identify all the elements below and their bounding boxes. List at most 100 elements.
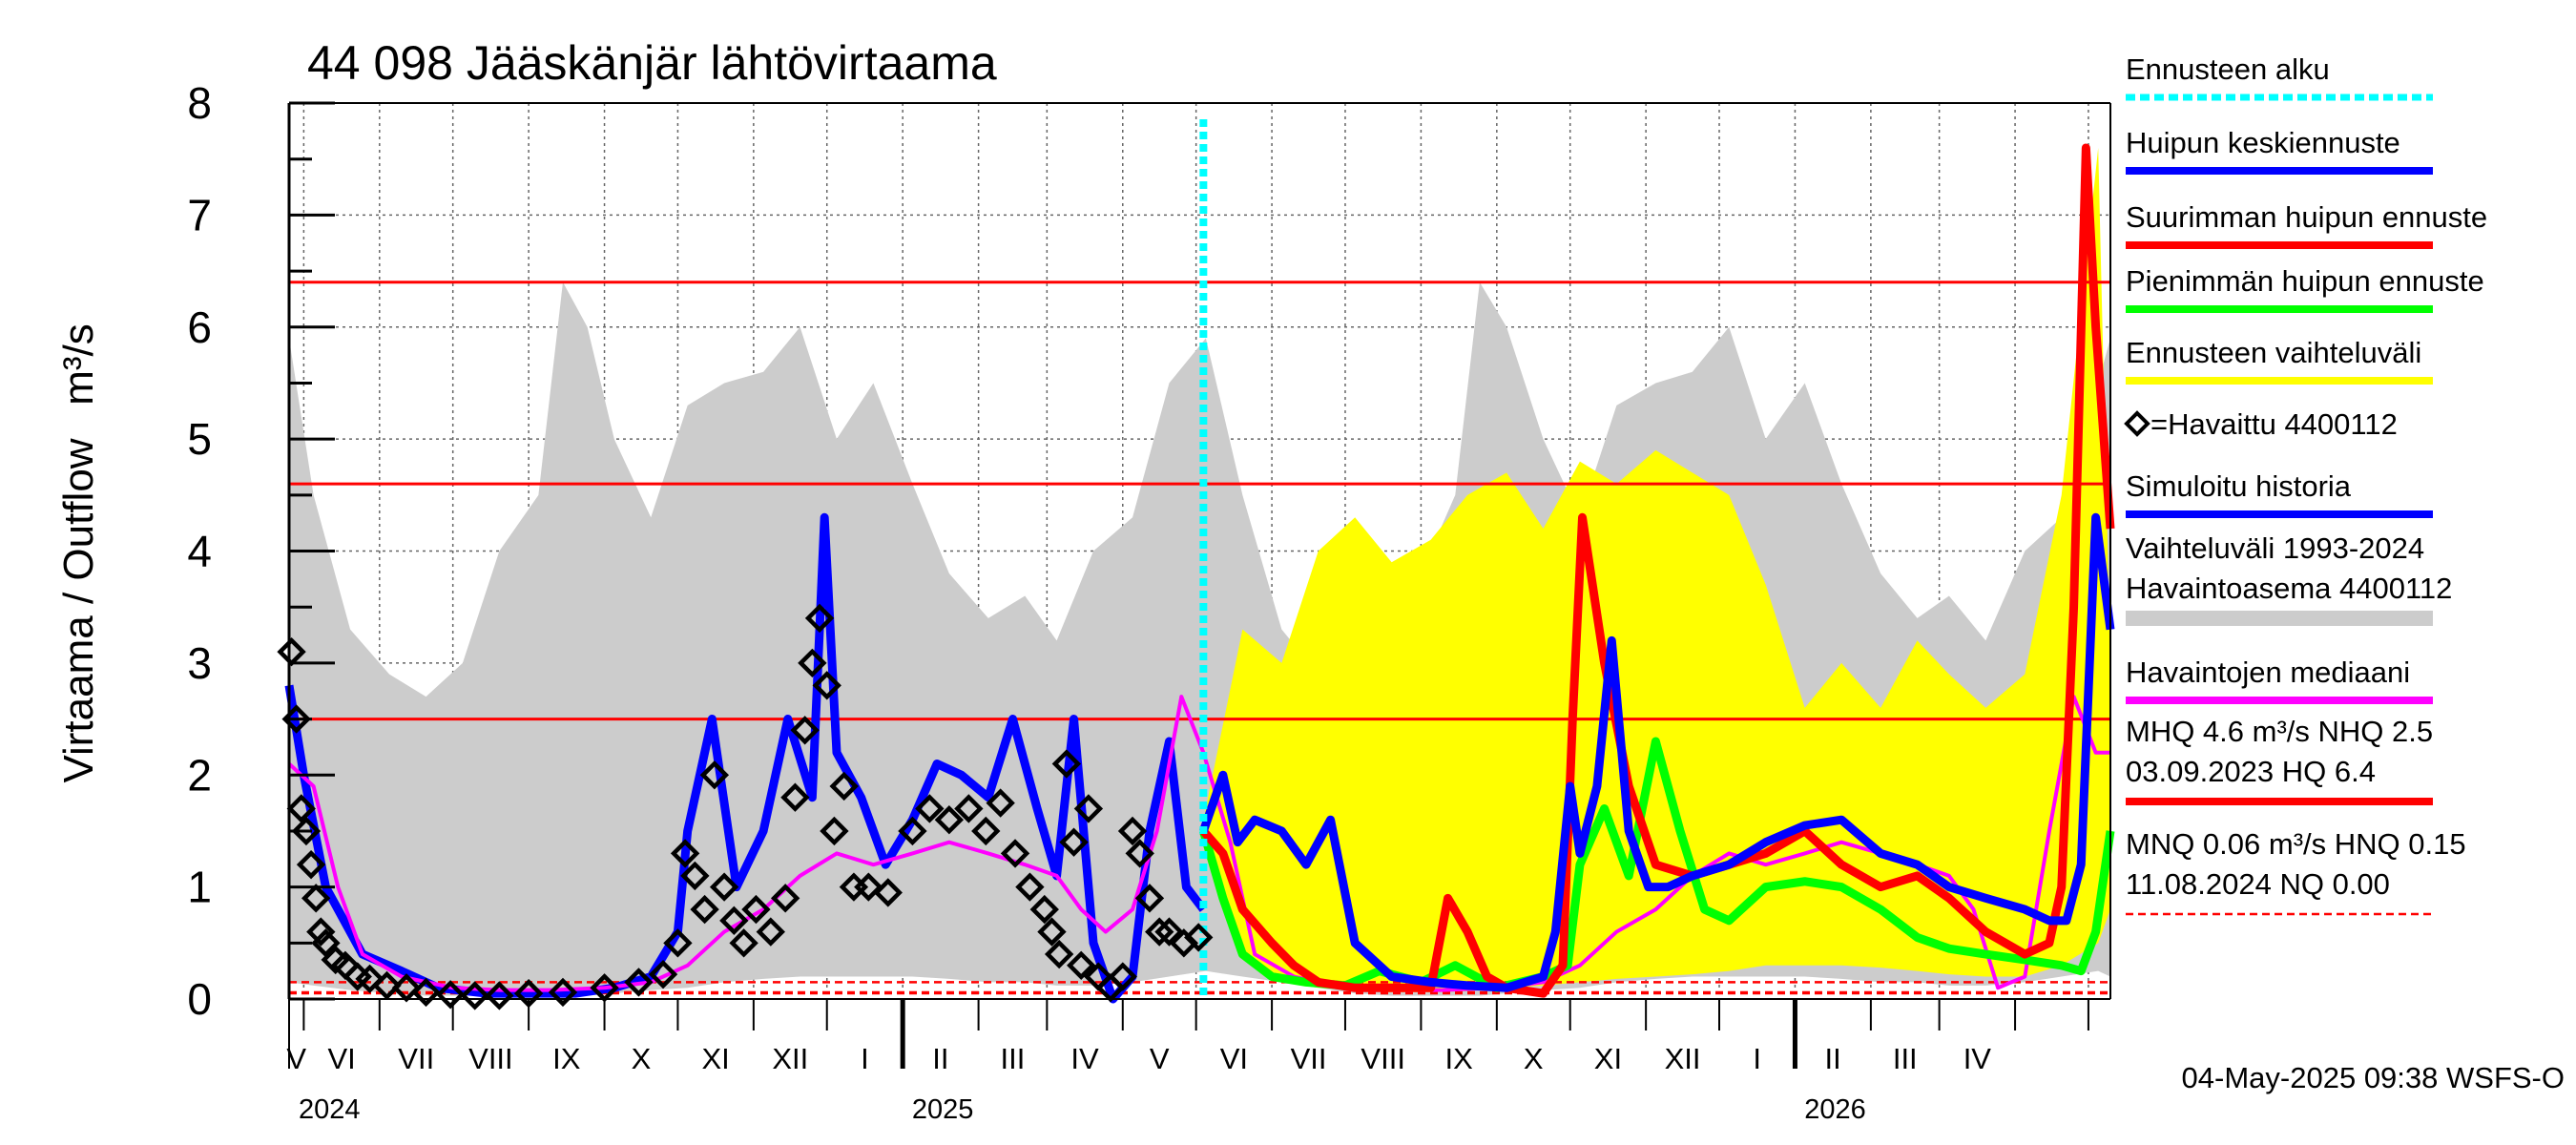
x-tick-label: XII bbox=[1665, 1042, 1701, 1075]
x-tick-label: III bbox=[1001, 1042, 1026, 1075]
forecast-mean-line bbox=[1199, 512, 2115, 992]
observed-point bbox=[1073, 794, 1104, 823]
y-tick-label: 8 bbox=[187, 78, 212, 128]
x-tick-label: IX bbox=[552, 1042, 581, 1075]
x-tick-label: IX bbox=[1444, 1042, 1473, 1075]
observed-point bbox=[770, 884, 800, 913]
observed-point bbox=[934, 805, 965, 835]
observed-point bbox=[971, 816, 1001, 846]
observed-point bbox=[854, 872, 883, 902]
legend-label: MNQ 0.06 m³/s HNQ 0.15 bbox=[2126, 827, 2466, 861]
legend-label: Vaihteluväli 1993-2024 bbox=[2126, 531, 2424, 565]
observed-point bbox=[1037, 917, 1067, 947]
observed-point bbox=[1134, 884, 1165, 913]
legend-label: Pienimmän huipun ennuste bbox=[2126, 264, 2484, 298]
observed-point bbox=[873, 878, 903, 907]
observed-point bbox=[296, 849, 326, 880]
legend-label: =Havaittu 4400112 bbox=[2150, 407, 2398, 441]
year-label: 2025 bbox=[912, 1094, 974, 1125]
observed-point bbox=[812, 671, 841, 700]
legend-swatch-diamond bbox=[2124, 410, 2150, 437]
x-tick-label: IV bbox=[1070, 1042, 1099, 1075]
legend-label: MHQ 4.6 m³/s NHQ 2.5 bbox=[2126, 715, 2433, 748]
legend-label: Suurimman huipun ennuste bbox=[2126, 200, 2487, 234]
observed-point bbox=[435, 980, 466, 1010]
observed-point bbox=[1029, 894, 1059, 925]
observed-point bbox=[311, 928, 341, 958]
legend-label: Simuloitu historia bbox=[2126, 469, 2352, 503]
x-tick-label: V bbox=[1150, 1042, 1170, 1075]
observed-point bbox=[741, 894, 771, 925]
timestamp: 04-May-2025 09:38 WSFS-O bbox=[2182, 1061, 2565, 1094]
observed-point bbox=[485, 981, 514, 1010]
observed-point bbox=[699, 760, 730, 790]
observed-point bbox=[709, 872, 739, 902]
observed-point bbox=[355, 964, 384, 994]
observed-point bbox=[1051, 749, 1082, 779]
x-tick-label: VII bbox=[1291, 1042, 1327, 1075]
x-tick-label: VI bbox=[1220, 1042, 1248, 1075]
x-tick-label: VIII bbox=[468, 1042, 513, 1075]
x-tick-label: III bbox=[1893, 1042, 1918, 1075]
year-label: 2024 bbox=[299, 1094, 361, 1125]
observed-point bbox=[820, 816, 849, 846]
legend-label: Ennusteen alku bbox=[2126, 52, 2330, 86]
legend-label: Ennusteen vaihteluväli bbox=[2126, 336, 2421, 369]
observed-point bbox=[1117, 816, 1148, 846]
x-tick-label: X bbox=[632, 1042, 652, 1075]
x-tick-label: IV bbox=[1963, 1042, 1992, 1075]
observed-point bbox=[719, 906, 749, 936]
observed-point bbox=[1000, 839, 1030, 868]
observed-point bbox=[291, 816, 322, 846]
y-tick-label: 1 bbox=[187, 863, 212, 912]
legend-label: 03.09.2023 HQ 6.4 bbox=[2126, 755, 2376, 788]
observed-point bbox=[286, 794, 316, 823]
x-tick-label: VII bbox=[398, 1042, 434, 1075]
observed-point bbox=[301, 884, 331, 913]
x-tick-label: II bbox=[932, 1042, 948, 1075]
observed-point bbox=[372, 970, 402, 1001]
observed-point bbox=[915, 794, 945, 823]
chart-title: 44 098 Jääskänjär lähtövirtaama bbox=[307, 36, 997, 90]
observed-points bbox=[277, 603, 1214, 1010]
y-tick-label: 6 bbox=[187, 302, 212, 352]
legend-label: Havaintojen mediaani bbox=[2126, 656, 2410, 689]
y-tick-label: 3 bbox=[187, 638, 212, 688]
observed-point bbox=[986, 788, 1015, 818]
observed-point bbox=[1108, 962, 1137, 991]
observed-point bbox=[663, 928, 693, 958]
observed-point bbox=[729, 928, 758, 958]
observed-point bbox=[898, 816, 927, 846]
y-tick-label: 0 bbox=[187, 974, 212, 1024]
observed-point bbox=[680, 861, 710, 891]
legend-label: 11.08.2024 NQ 0.00 bbox=[2126, 867, 2390, 901]
observed-point bbox=[1154, 917, 1184, 947]
observed-point bbox=[548, 977, 578, 1008]
x-tick-label: XI bbox=[701, 1042, 729, 1075]
observed-point bbox=[306, 917, 336, 947]
x-tick-label: VIII bbox=[1361, 1042, 1405, 1075]
observed-point bbox=[1015, 872, 1045, 902]
y-tick-label: 5 bbox=[187, 414, 212, 464]
x-tick-label: VI bbox=[327, 1042, 355, 1075]
forecast-range-band bbox=[1203, 147, 2110, 992]
year-label: 2026 bbox=[1804, 1094, 1866, 1125]
legend-label: Havaintoasema 4400112 bbox=[2126, 572, 2452, 605]
y-tick-label: 4 bbox=[187, 527, 212, 576]
observed-point bbox=[756, 917, 785, 947]
x-tick-label: II bbox=[1825, 1042, 1841, 1075]
legend: Ennusteen alku Huipun keskiennuste Suurimm… bbox=[2124, 52, 2487, 916]
observed-point bbox=[460, 981, 489, 1010]
y-axis-unit: m³/s bbox=[55, 323, 102, 406]
observed-point bbox=[1067, 950, 1096, 980]
x-tick-label: I bbox=[861, 1042, 869, 1075]
legend-label: Huipun keskiennuste bbox=[2126, 126, 2400, 159]
x-tick-label: XII bbox=[772, 1042, 808, 1075]
observed-point bbox=[790, 716, 820, 745]
y-tick-label: 2 bbox=[187, 750, 212, 800]
observed-point bbox=[1059, 827, 1089, 857]
observed-point bbox=[829, 771, 859, 802]
observed-point bbox=[804, 603, 835, 634]
